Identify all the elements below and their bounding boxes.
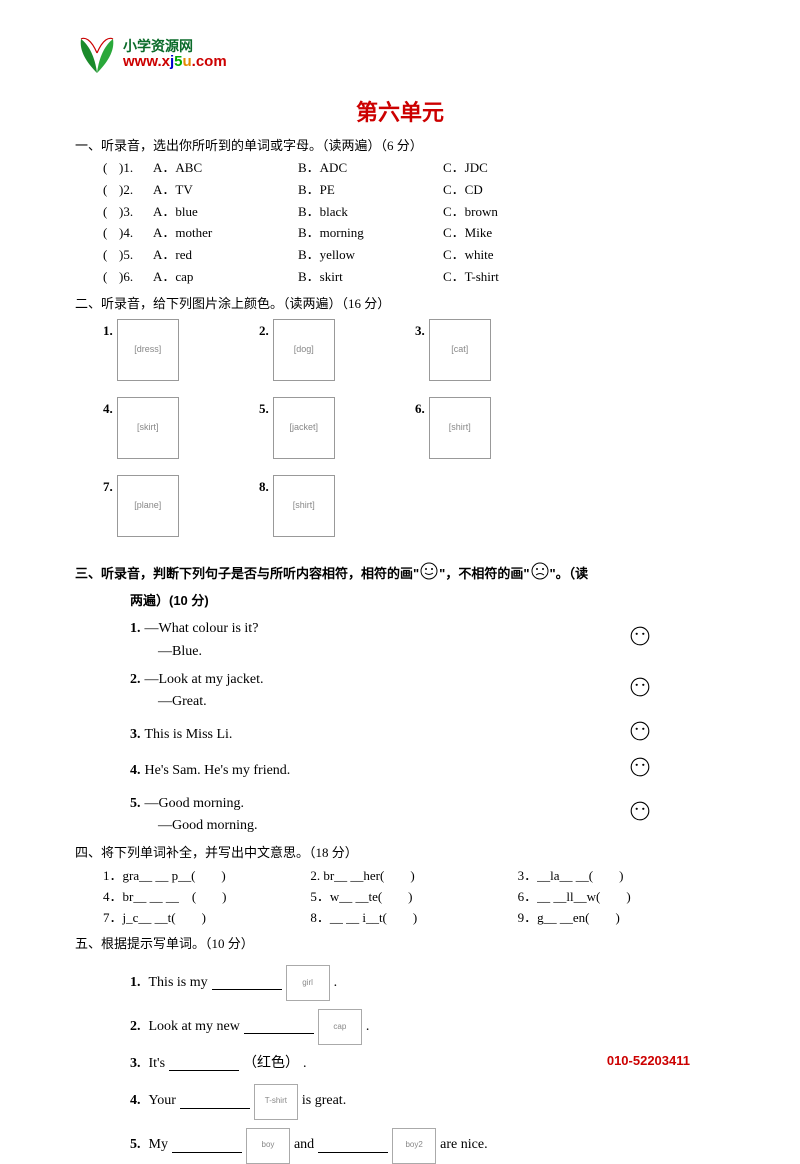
image-cell: 6.[shirt] [415, 397, 571, 475]
clothing-image-icon: [skirt] [117, 397, 179, 459]
answer-blank[interactable] [212, 976, 282, 990]
judge-item: 4.He's Sam. He's my friend. [130, 756, 725, 786]
logo-icon [75, 35, 119, 75]
hint-image-icon: boy [246, 1128, 290, 1164]
judge-item: 3.This is Miss Li. [130, 720, 725, 750]
section-3-subhead: 两遍）(10 分) [130, 591, 725, 612]
page-title: 第六单元 [75, 95, 725, 130]
question-row: ()4.A．motherB．morningC．Mike [75, 223, 725, 244]
prompt-item: 4.Your T-shirt is great. [130, 1084, 725, 1120]
hint-image-icon: T-shirt [254, 1084, 298, 1120]
face-icon [615, 800, 665, 830]
clothing-image-icon: [dress] [117, 319, 179, 381]
section-1-heading: 一、听录音，选出你所听到的单词或字母。（读两遍）（6 分） [75, 136, 725, 157]
question-row: ()2.A．TVB．PEC．CD [75, 180, 725, 201]
answer-blank[interactable] [318, 1139, 388, 1153]
hint-image-icon: cap [318, 1009, 362, 1045]
hint-image-icon: girl [286, 965, 330, 1001]
image-cell: 7.[plane] [103, 475, 259, 553]
face-icon [615, 676, 665, 706]
sad-face-icon [530, 561, 550, 588]
answer-blank[interactable] [244, 1020, 314, 1034]
clothing-image-icon: [dog] [273, 319, 335, 381]
face-icon [615, 625, 665, 655]
section-2-images: 1.[dress]2.[dog]3.[cat] 4.[skirt]5.[jacke… [75, 319, 725, 553]
answer-blank[interactable] [172, 1139, 242, 1153]
section-4-rows: 1．gra__ __ p__( )2. br__ __her( )3．__la_… [75, 866, 725, 928]
image-cell: 8.[shirt] [259, 475, 415, 553]
fill-row: 4．br__ __ __ ( )5．w__ __te( )6．__ __ll__… [103, 887, 725, 908]
hint-image-icon: boy2 [392, 1128, 436, 1164]
question-row: ()1.A．ABCB．ADCC．JDC [75, 158, 725, 179]
face-icon [615, 720, 665, 750]
section-1: 一、听录音，选出你所听到的单词或字母。（读两遍）（6 分） ()1.A．ABCB… [75, 136, 725, 288]
question-row: ()6.A．capB．skirtC．T-shirt [75, 267, 725, 288]
judge-item: 1.—What colour is it? —Blue. [130, 618, 725, 663]
section-3-heading: 三、听录音，判断下列句子是否与所听内容相符，相符的画""，不相符的画""。（读 [75, 561, 725, 588]
phone-number: 010-52203411 [607, 1051, 690, 1072]
smile-face-icon [419, 561, 439, 588]
question-row: ()5.A．redB．yellowC．white [75, 245, 725, 266]
clothing-image-icon: [shirt] [273, 475, 335, 537]
section-2: 二、听录音，给下列图片涂上颜色。（读两遍）（16 分） 1.[dress]2.[… [75, 294, 725, 553]
image-cell: 3.[cat] [415, 319, 571, 397]
judge-item: 2.—Look at my jacket. —Great. [130, 669, 725, 714]
logo-cn-text: 小学资源网 [123, 39, 227, 54]
fill-row: 1．gra__ __ p__( )2. br__ __her( )3．__la_… [103, 866, 725, 887]
clothing-image-icon: [jacket] [273, 397, 335, 459]
question-row: ()3.A．blueB．blackC．brown [75, 202, 725, 223]
prompt-item: 2.Look at my new cap. [130, 1009, 725, 1045]
clothing-image-icon: [plane] [117, 475, 179, 537]
answer-blank[interactable] [180, 1095, 250, 1109]
answer-blank[interactable] [169, 1057, 239, 1071]
image-cell: 5.[jacket] [259, 397, 415, 475]
clothing-image-icon: [shirt] [429, 397, 491, 459]
site-logo: 小学资源网 www.xj5u.com [75, 35, 227, 75]
face-icon [615, 756, 665, 786]
image-cell: 2.[dog] [259, 319, 415, 397]
section-4: 四、将下列单词补全，并写出中文意思。（18 分） 1．gra__ __ p__(… [75, 843, 725, 928]
section-4-heading: 四、将下列单词补全，并写出中文意思。（18 分） [75, 843, 725, 864]
image-cell: 1.[dress] [103, 319, 259, 397]
clothing-image-icon: [cat] [429, 319, 491, 381]
image-cell: 4.[skirt] [103, 397, 259, 475]
section-5: 五、根据提示写单词。（10 分） 1.This is my girl. 2.Loo… [75, 934, 725, 1163]
section-1-rows: ()1.A．ABCB．ADCC．JDC()2.A．TVB．PEC．CD()3.A… [75, 158, 725, 288]
section-2-heading: 二、听录音，给下列图片涂上颜色。（读两遍）（16 分） [75, 294, 725, 315]
section-3-body: 两遍）(10 分) 1.—What colour is it? —Blue. 2.… [75, 591, 725, 837]
logo-url: www.xj5u.com [123, 54, 227, 71]
prompt-item: 1.This is my girl. [130, 965, 725, 1001]
section-5-heading: 五、根据提示写单词。（10 分） [75, 934, 725, 955]
judge-item: 5.—Good morning. —Good morning. [130, 793, 725, 838]
prompt-item: 5.My boy and boy2 are nice. [130, 1128, 725, 1164]
fill-row: 7．j_c__ __t( )8．__ __ i__t( )9．g__ __en(… [103, 908, 725, 929]
